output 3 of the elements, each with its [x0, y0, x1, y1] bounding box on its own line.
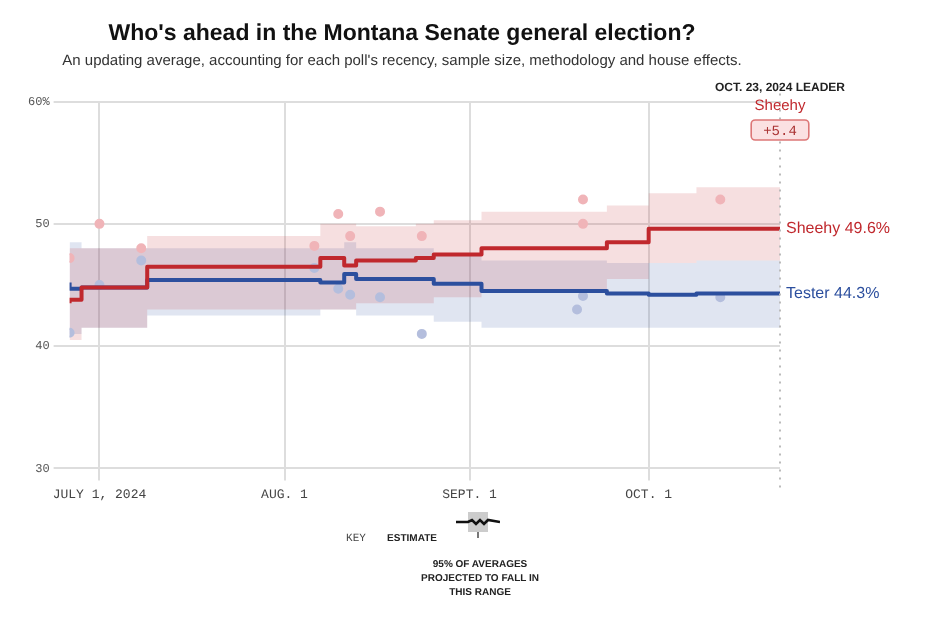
text: Tester 44.3% — [786, 283, 880, 302]
text: Sheehy 49.6% — [786, 219, 891, 238]
chart-title: Who's ahead in the Montana Senate general election? — [108, 22, 696, 47]
